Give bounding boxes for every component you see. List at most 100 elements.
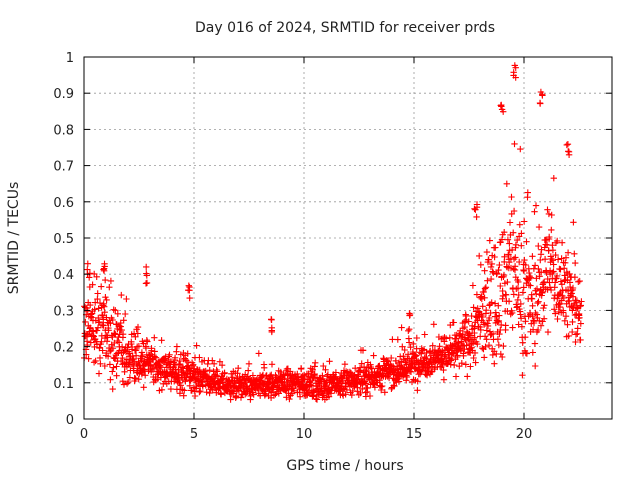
data-point <box>496 261 503 269</box>
data-point <box>332 369 340 376</box>
data-point <box>573 304 581 311</box>
data-point <box>488 299 495 306</box>
data-point <box>460 352 467 359</box>
data-point <box>157 364 165 371</box>
data-point <box>458 360 465 367</box>
data-point <box>139 353 146 360</box>
data-point <box>440 376 448 383</box>
data-point <box>498 236 506 243</box>
data-point <box>577 336 584 344</box>
data-point <box>110 364 117 371</box>
data-point <box>514 296 521 304</box>
data-point <box>501 229 508 236</box>
data-point <box>268 328 275 336</box>
data-point <box>359 347 367 354</box>
data-point <box>184 350 191 357</box>
data-point <box>524 189 531 196</box>
grid <box>84 57 612 419</box>
data-point <box>112 307 119 314</box>
data-point <box>569 284 577 292</box>
data-point <box>563 141 570 149</box>
data-point <box>530 319 538 327</box>
data-point <box>376 377 383 384</box>
data-point <box>520 266 527 274</box>
data-point <box>483 248 491 256</box>
data-point <box>504 278 511 286</box>
data-point <box>481 285 489 292</box>
data-point <box>99 312 106 319</box>
y-tick-label: 0.4 <box>53 268 74 283</box>
data-point <box>431 346 439 354</box>
data-point <box>491 360 498 367</box>
data-point <box>566 270 573 278</box>
data-point <box>515 291 522 299</box>
data-point <box>517 300 524 308</box>
data-point <box>384 373 391 380</box>
data-point <box>562 259 569 266</box>
data-point <box>532 362 539 370</box>
data-point <box>452 373 460 380</box>
data-point <box>307 381 314 388</box>
data-point <box>379 382 386 390</box>
data-point <box>309 366 316 373</box>
data-point <box>575 278 582 285</box>
data-point <box>489 268 496 275</box>
data-point <box>472 206 479 213</box>
data-point <box>482 343 489 350</box>
data-point <box>569 307 576 314</box>
data-point <box>571 274 579 281</box>
data-point <box>476 252 483 260</box>
data-point <box>523 350 531 357</box>
data-point <box>109 316 116 324</box>
data-point <box>537 256 544 264</box>
data-point <box>227 382 234 389</box>
data-point <box>564 141 572 148</box>
data-point <box>102 294 109 301</box>
data-point <box>308 382 315 389</box>
data-point <box>501 253 508 260</box>
data-point <box>93 327 101 334</box>
data-point <box>113 363 120 370</box>
data-point <box>529 349 536 356</box>
data-point <box>516 258 523 266</box>
data-point <box>123 380 131 387</box>
data-point <box>213 366 220 374</box>
data-point <box>527 282 534 289</box>
data-point <box>427 347 434 355</box>
data-point <box>98 338 105 345</box>
data-point <box>255 350 262 357</box>
data-point <box>107 376 114 383</box>
data-point <box>241 380 248 387</box>
data-point <box>471 334 478 341</box>
data-point <box>132 333 139 340</box>
data-point <box>315 391 322 398</box>
data-point <box>380 356 388 363</box>
y-tick-labels: 0 0.1 0.2 0.3 0.4 0.5 0.6 0.7 0.8 0.9 1 <box>53 51 74 428</box>
data-point <box>123 295 130 303</box>
data-point <box>531 340 539 347</box>
data-point <box>577 320 584 327</box>
data-point <box>281 375 288 382</box>
data-point <box>474 305 481 312</box>
data-point <box>312 359 319 366</box>
data-point <box>536 317 543 324</box>
data-point <box>565 332 572 340</box>
data-point <box>537 322 545 329</box>
data-point <box>572 259 579 267</box>
data-point <box>126 374 134 381</box>
data-point <box>117 323 124 330</box>
data-points <box>81 62 585 403</box>
data-point <box>119 354 126 362</box>
data-point <box>554 315 561 323</box>
data-point <box>158 337 165 344</box>
data-point <box>148 368 155 376</box>
data-point <box>526 273 533 280</box>
data-point <box>191 392 199 400</box>
data-point <box>531 262 539 269</box>
data-point <box>521 256 528 264</box>
data-point <box>152 354 160 361</box>
data-point <box>326 358 333 365</box>
data-point <box>92 357 99 365</box>
data-point <box>491 253 498 261</box>
data-point <box>506 219 514 226</box>
